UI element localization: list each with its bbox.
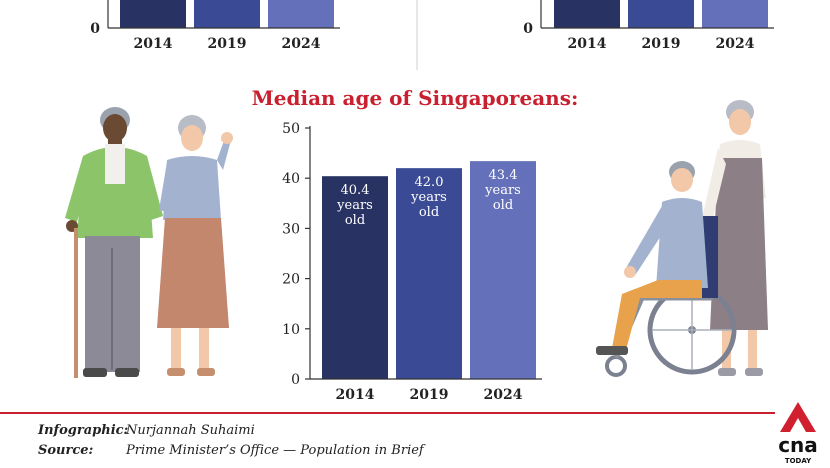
logo-subtext: TODAY: [785, 457, 812, 465]
x-tick-label: 2014: [568, 36, 607, 52]
logo-text: cna: [778, 433, 818, 457]
y-tick-label: 40: [282, 171, 300, 187]
bar-value-label: years: [410, 190, 447, 205]
y-tick-label: 30: [282, 221, 300, 237]
y-tick-label: 0: [90, 21, 100, 37]
x-tick-label: 2024: [484, 387, 523, 403]
bar-value-label: 42.0: [415, 175, 444, 190]
bar-value-label: 43.4: [489, 168, 518, 183]
source-label: Source:: [38, 443, 94, 458]
infographic-credit: Infographic:Nurjannah Suhaimi: [38, 421, 424, 441]
median-age-chart: 0102030405040.4yearsold201442.0yearsold2…: [282, 121, 542, 403]
infographic-author: Nurjannah Suhaimi: [126, 423, 255, 438]
bar: [322, 176, 388, 379]
x-tick-label: 2019: [642, 36, 681, 52]
bar: [194, 0, 260, 28]
source-credit: Source: Prime Minister’s Office — Populat…: [38, 441, 424, 461]
footer-credits: Infographic:Nurjannah Suhaimi Source: Pri…: [38, 421, 424, 461]
bar-value-label: years: [484, 183, 521, 198]
bar: [120, 0, 186, 28]
cna-logo: cna TODAY: [778, 402, 818, 465]
elderly-couple-illustration: [65, 107, 233, 378]
bar-value-label: old: [345, 213, 365, 228]
x-tick-label: 2014: [134, 36, 173, 52]
bar-value-label: years: [336, 198, 373, 213]
source-value: Prime Minister’s Office — Population in …: [126, 443, 424, 458]
bar-value-label: old: [419, 205, 439, 220]
y-tick-label: 50: [282, 121, 300, 137]
y-tick-label: 10: [282, 322, 300, 338]
bar: [470, 161, 536, 379]
bar: [702, 0, 768, 28]
bar-value-label: 40.4: [341, 183, 370, 198]
y-tick-label: 0: [291, 372, 300, 388]
footer-divider: [0, 412, 775, 414]
bar: [628, 0, 694, 28]
x-tick-label: 2019: [410, 387, 449, 403]
top-left-chart: 0 2014 2019 2024: [90, 0, 340, 52]
x-tick-label: 2014: [336, 387, 375, 403]
bar: [554, 0, 620, 28]
wheelchair-illustration: [596, 100, 768, 377]
x-tick-label: 2019: [208, 36, 247, 52]
chart-title: Median age of Singaporeans:: [251, 86, 579, 110]
top-charts: 0 2014 2019 2024 0 2014 2019 2024: [90, 0, 774, 70]
x-tick-label: 2024: [716, 36, 755, 52]
top-right-chart: 0 2014 2019 2024: [523, 0, 774, 52]
infographic-label: Infographic:: [38, 423, 129, 438]
y-tick-label: 20: [282, 272, 300, 288]
bar-value-label: old: [493, 198, 513, 213]
x-tick-label: 2024: [282, 36, 321, 52]
y-tick-label: 0: [523, 21, 533, 37]
bar: [396, 168, 462, 379]
bar: [268, 0, 334, 28]
